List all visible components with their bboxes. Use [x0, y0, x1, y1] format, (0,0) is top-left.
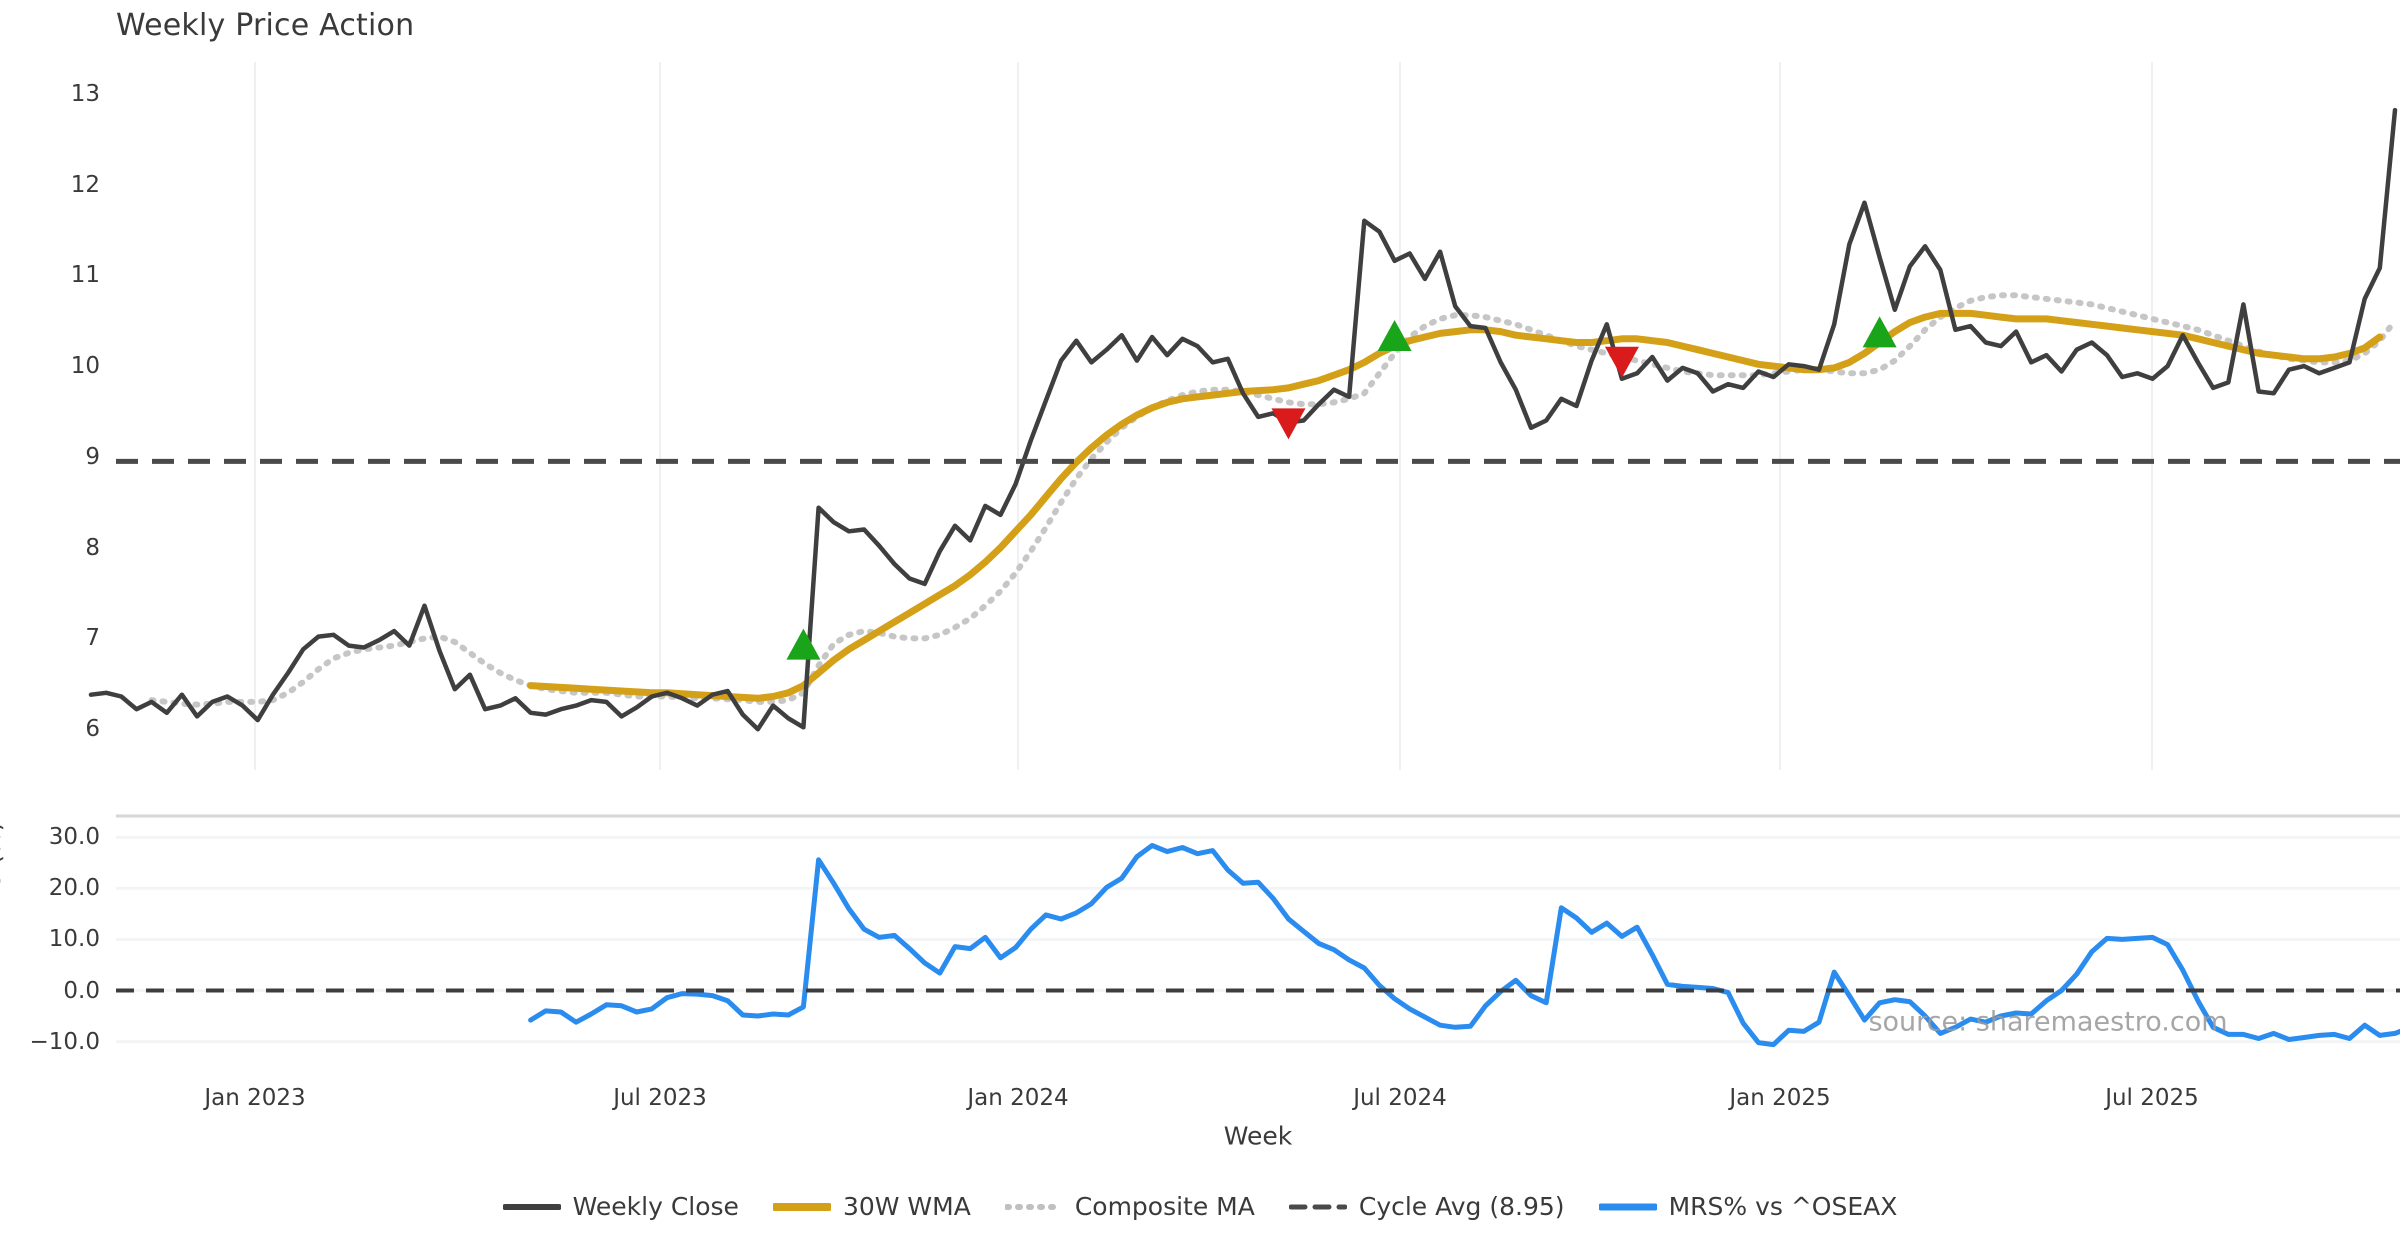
x-axis-label: Week: [1223, 1121, 1293, 1151]
buy-marker-icon[interactable]: [786, 628, 821, 660]
sell-marker-icon[interactable]: [1271, 408, 1306, 440]
line-dashed-dark-icon: [1288, 1196, 1347, 1218]
legend-label: Composite MA: [1074, 1192, 1255, 1221]
line-solid-blue-icon: [1598, 1196, 1657, 1218]
mrs-y-tick: −10.0: [29, 1028, 100, 1055]
legend-label: Cycle Avg (8.95): [1358, 1192, 1565, 1221]
legend-item[interactable]: MRS% vs ^OSEAX: [1598, 1192, 1898, 1221]
chart-legend: Weekly Close 30W WMA Composite MA Cycle Avg…: [0, 1192, 2400, 1221]
weekly-close-line: [88, 107, 2398, 732]
wma-line: [527, 309, 2384, 702]
legend-item[interactable]: Cycle Avg (8.95): [1288, 1192, 1565, 1221]
legend-label: Weekly Close: [572, 1192, 739, 1221]
x-tick: Jan 2025: [1729, 1085, 1831, 1111]
x-tick: Jul 2025: [2105, 1085, 2199, 1111]
mrs-y-tick: 30.0: [48, 824, 100, 851]
mrs-y-tick: 0.0: [63, 977, 100, 1004]
line-solid-dark-icon: [502, 1196, 561, 1218]
mrs-axis-label: MRS (%): [0, 821, 6, 928]
line-dotted-gray-icon: [1004, 1196, 1063, 1218]
mrs-y-tick: 10.0: [48, 926, 100, 953]
source-watermark: source: sharemaestro.com: [1868, 1006, 2228, 1038]
price-y-tick: 6: [85, 716, 100, 743]
page-title: Weekly Price Action: [116, 8, 415, 43]
price-y-tick: 13: [70, 80, 100, 107]
price-y-tick: 8: [85, 534, 100, 561]
x-tick: Jul 2024: [1353, 1085, 1447, 1111]
price-y-tick: 9: [85, 443, 100, 470]
price-y-tick: 12: [70, 171, 100, 198]
price-y-tick: 11: [70, 262, 100, 289]
buy-marker-icon[interactable]: [1862, 316, 1897, 348]
buy-marker-icon[interactable]: [1377, 320, 1412, 351]
composite-ma-line: [148, 292, 2398, 708]
x-tick: Jan 2024: [967, 1085, 1069, 1111]
legend-label: MRS% vs ^OSEAX: [1668, 1192, 1898, 1221]
line-solid-gold-icon: [772, 1196, 831, 1218]
x-tick: Jan 2023: [204, 1085, 306, 1111]
price-y-tick: 10: [70, 353, 100, 380]
legend-item[interactable]: 30W WMA: [772, 1192, 971, 1221]
x-tick: Jul 2023: [613, 1085, 707, 1111]
sell-marker-icon[interactable]: [1604, 346, 1639, 378]
legend-item[interactable]: Composite MA: [1004, 1192, 1255, 1221]
price-y-tick: 7: [85, 625, 100, 652]
legend-label: 30W WMA: [842, 1192, 971, 1221]
legend-item[interactable]: Weekly Close: [502, 1192, 739, 1221]
mrs-line: [528, 843, 2400, 1048]
mrs-y-tick: 20.0: [48, 875, 100, 902]
